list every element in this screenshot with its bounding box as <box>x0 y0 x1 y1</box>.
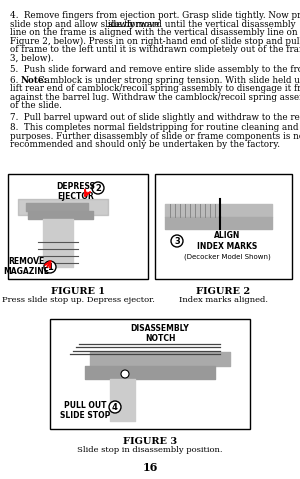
Circle shape <box>121 370 129 378</box>
Text: line on the frame is aligned with the vertical disassembly line on the slide (Se: line on the frame is aligned with the ve… <box>10 28 300 37</box>
Circle shape <box>44 261 56 273</box>
Circle shape <box>109 401 121 413</box>
Text: DEPRESS
EJECTOR: DEPRESS EJECTOR <box>57 182 95 201</box>
Text: FIGURE 2: FIGURE 2 <box>196 287 250 296</box>
Circle shape <box>171 235 183 247</box>
Circle shape <box>92 182 104 194</box>
Text: 4: 4 <box>112 402 118 411</box>
Text: Slide stop in disassembly position.: Slide stop in disassembly position. <box>77 446 223 454</box>
Text: 4.  Remove fingers from ejection port. Grasp slide tightly. Now press down on: 4. Remove fingers from ejection port. Gr… <box>10 11 300 20</box>
FancyBboxPatch shape <box>8 174 148 279</box>
Text: 2: 2 <box>95 183 101 193</box>
Text: of frame to the left until it is withdrawn completely out of the frame. (See Fig: of frame to the left until it is withdra… <box>10 45 300 54</box>
Text: Figure 2, below). Press in on right-hand end of slide stop and pull slide stop o: Figure 2, below). Press in on right-hand… <box>10 36 300 46</box>
FancyBboxPatch shape <box>50 319 250 429</box>
Text: purposes. Further disassembly of slide or frame components is not: purposes. Further disassembly of slide o… <box>10 132 300 140</box>
Text: Note:: Note: <box>21 76 48 84</box>
Text: 16: 16 <box>142 462 158 473</box>
Text: of the slide.: of the slide. <box>10 101 62 110</box>
FancyBboxPatch shape <box>155 174 292 279</box>
Text: slowly: slowly <box>107 20 135 28</box>
Text: 3, below).: 3, below). <box>10 54 54 62</box>
Text: against the barrel lug. Withdraw the camblock/recoil spring assembly to the rear: against the barrel lug. Withdraw the cam… <box>10 92 300 102</box>
Text: DISASSEMBLY
NOTCH: DISASSEMBLY NOTCH <box>130 324 189 343</box>
Text: lift rear end of camblock/recoil spring assembly to disengage it from its seat: lift rear end of camblock/recoil spring … <box>10 84 300 93</box>
Text: 3: 3 <box>174 237 180 246</box>
Text: PULL OUT
SLIDE STOP: PULL OUT SLIDE STOP <box>60 401 110 421</box>
Text: Camblock is under strong spring tension. With slide held upside down,: Camblock is under strong spring tension.… <box>38 76 300 84</box>
Text: Press slide stop up. Depress ejector.: Press slide stop up. Depress ejector. <box>2 296 154 304</box>
Text: 7.  Pull barrel upward out of slide slightly and withdraw to the rear.: 7. Pull barrel upward out of slide sligh… <box>10 113 300 122</box>
Text: REMOVE
MAGAZINE: REMOVE MAGAZINE <box>3 257 49 276</box>
Text: FIGURE 1: FIGURE 1 <box>51 287 105 296</box>
Text: recommended and should only be undertaken by the factory.: recommended and should only be undertake… <box>10 140 280 149</box>
Text: FIGURE 3: FIGURE 3 <box>123 437 177 446</box>
Text: 5.  Push slide forward and remove entire slide assembly to the front.: 5. Push slide forward and remove entire … <box>10 65 300 74</box>
Text: Index marks aligned.: Index marks aligned. <box>179 296 268 304</box>
Text: ALIGN
INDEX MARKS: ALIGN INDEX MARKS <box>197 231 257 251</box>
Text: 1: 1 <box>47 262 53 272</box>
Text: 6.: 6. <box>10 76 24 84</box>
Text: slide stop and allow slide to move: slide stop and allow slide to move <box>10 20 162 28</box>
Text: forward until the vertical disassembly: forward until the vertical disassembly <box>124 20 296 28</box>
Text: (Decocker Model Shown): (Decocker Model Shown) <box>184 254 270 260</box>
Text: 8.  This completes normal fieldstripping for routine cleaning and lubrication: 8. This completes normal fieldstripping … <box>10 123 300 132</box>
